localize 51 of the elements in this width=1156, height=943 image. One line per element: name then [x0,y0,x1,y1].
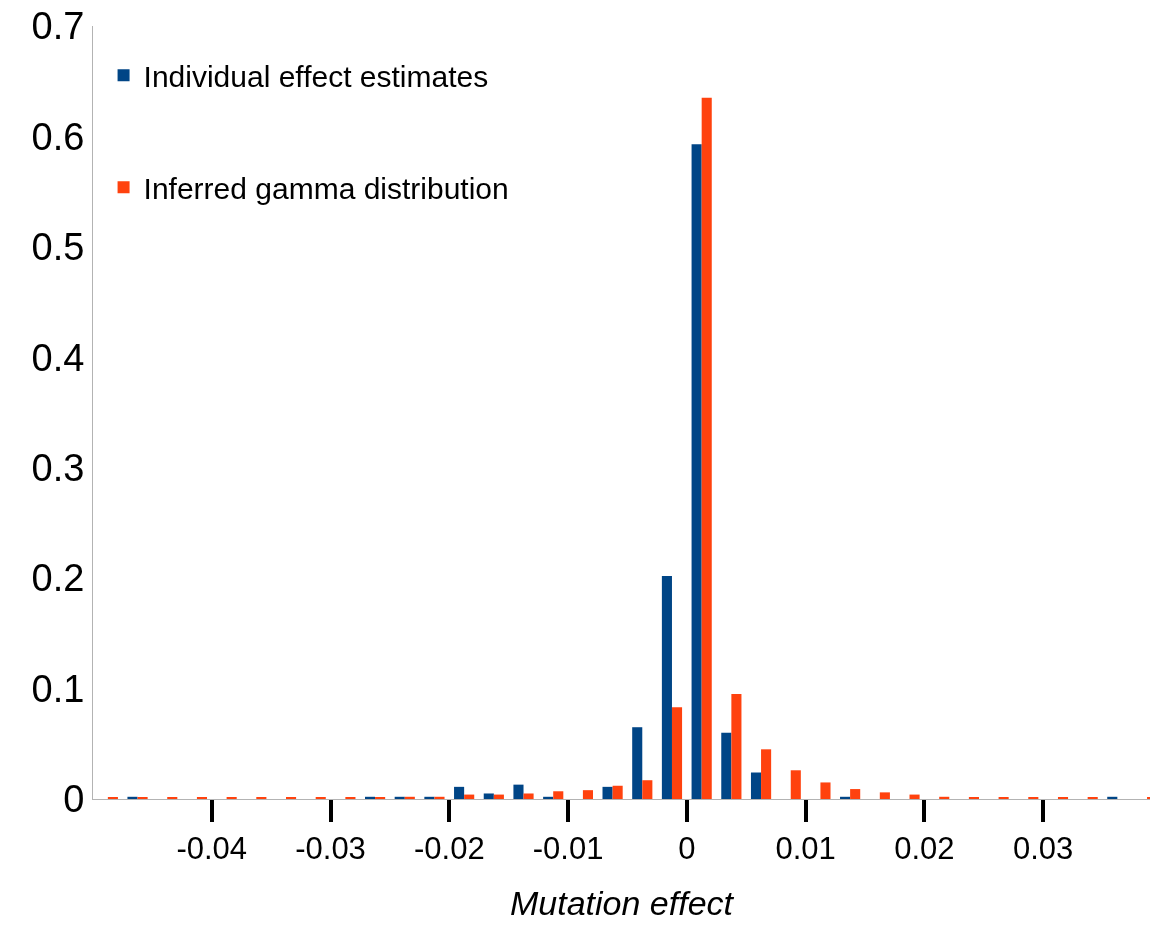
y-tick-label: 0 [63,778,85,821]
bar [691,144,702,799]
legend-label: Individual effect estimates [143,59,489,93]
y-tick-label: 0.5 [31,226,85,269]
x-tick-label: 0.02 [894,831,955,867]
bar [523,793,534,799]
bar [543,796,554,799]
bar [761,749,772,799]
y-tick-label: 0.2 [31,557,85,600]
bar [731,694,742,799]
bar [850,789,861,799]
bar [612,785,623,799]
x-tick-label: -0.03 [295,831,366,867]
x-axis-title: Mutation effect [509,883,735,922]
bar [1107,796,1118,799]
x-tick-label: 0.03 [1012,831,1074,867]
x-tick-label: -0.01 [532,831,604,867]
y-tick-label: 0.4 [31,336,85,379]
bar [840,796,851,799]
y-tick-label: 0.3 [31,447,85,490]
x-tick-label: 0 [678,831,696,867]
legend-label: Inferred gamma distribution [143,171,509,205]
x-tick-label: 0.01 [775,831,836,867]
bar [939,796,950,799]
bar [364,796,376,799]
bar [553,791,564,799]
bar [434,796,445,799]
x-tick-label: -0.02 [413,831,485,867]
bar [127,796,138,799]
bar [879,792,890,799]
bar [602,786,613,799]
bar [424,796,435,799]
bar [483,793,494,799]
bar [454,786,465,799]
bar [642,780,653,799]
x-tick-label: -0.04 [176,831,248,867]
bar [582,790,593,799]
bar [701,97,712,799]
bar [790,770,801,799]
bar [721,732,732,799]
bar [513,784,524,799]
bar [661,575,672,799]
y-tick-label: 0.1 [31,667,85,710]
y-tick-label: 0.7 [31,5,85,48]
bar [632,727,643,799]
bar [404,796,415,799]
y-tick-label: 0.6 [31,115,85,158]
bar [820,782,831,799]
bar [671,707,683,799]
bar [394,796,405,799]
bar [750,772,762,799]
